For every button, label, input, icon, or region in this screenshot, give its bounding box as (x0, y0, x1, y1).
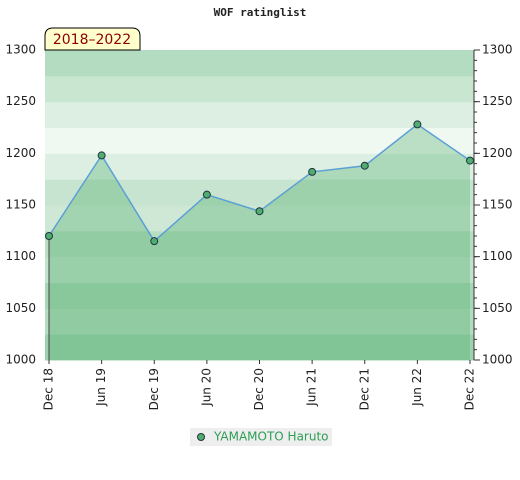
legend-box (190, 428, 332, 446)
badge-box (44, 27, 141, 51)
marker (202, 190, 211, 199)
chart-title: WOF ratinglist (214, 6, 307, 19)
marker (150, 237, 159, 246)
x-tick-label: Dec 18 (42, 368, 56, 410)
y-tick-label: 1000 (5, 353, 36, 367)
legend-label: YAMAMOTO Haruto (213, 430, 329, 444)
background-band (45, 127, 474, 154)
background-band (45, 282, 474, 309)
badge-text: 2018–2022 (53, 32, 131, 48)
background-band (45, 153, 474, 180)
background-band (45, 50, 474, 77)
y-tick-label: 1150 (5, 198, 36, 212)
marker (308, 167, 317, 176)
area (49, 124, 470, 361)
marker (97, 151, 106, 160)
background-band (45, 230, 474, 258)
x-tick-label: Jun 21 (305, 368, 319, 407)
background-band (45, 101, 474, 128)
y2-tick-label: 1150 (482, 198, 513, 212)
x-tick-label: Dec 20 (252, 368, 266, 410)
x-tick-label: Dec 19 (147, 368, 161, 410)
y2-tick-label: 1200 (482, 146, 513, 160)
y-tick-label: 1300 (5, 43, 36, 57)
x-tick-label: Jun 20 (199, 368, 213, 407)
x-tick-label: Jun 22 (410, 368, 424, 407)
marker (466, 156, 474, 165)
y-tick-label: 1250 (5, 94, 36, 108)
x-tick-label: Jun 19 (94, 368, 108, 407)
y2-tick-label: 1300 (482, 43, 513, 57)
x-tick-label: Dec 21 (357, 368, 371, 410)
y-tick-label: 1200 (5, 146, 36, 160)
background-band (45, 75, 474, 103)
background-band (45, 256, 474, 283)
y-tick-label: 1050 (5, 301, 36, 315)
background-band (45, 308, 474, 335)
marker (45, 232, 53, 240)
y2-tick-label: 1100 (482, 249, 513, 263)
y2-tick-label: 1000 (482, 353, 513, 367)
y-tick-label: 1100 (5, 249, 36, 263)
x-tick-label: Dec 22 (463, 368, 477, 410)
background-band (45, 334, 474, 361)
marker (360, 161, 369, 170)
marker (255, 207, 264, 216)
y2-tick-label: 1250 (482, 94, 513, 108)
marker (413, 120, 422, 129)
y2-tick-label: 1050 (482, 301, 513, 315)
legend-marker (197, 433, 205, 441)
background-band (45, 179, 474, 206)
